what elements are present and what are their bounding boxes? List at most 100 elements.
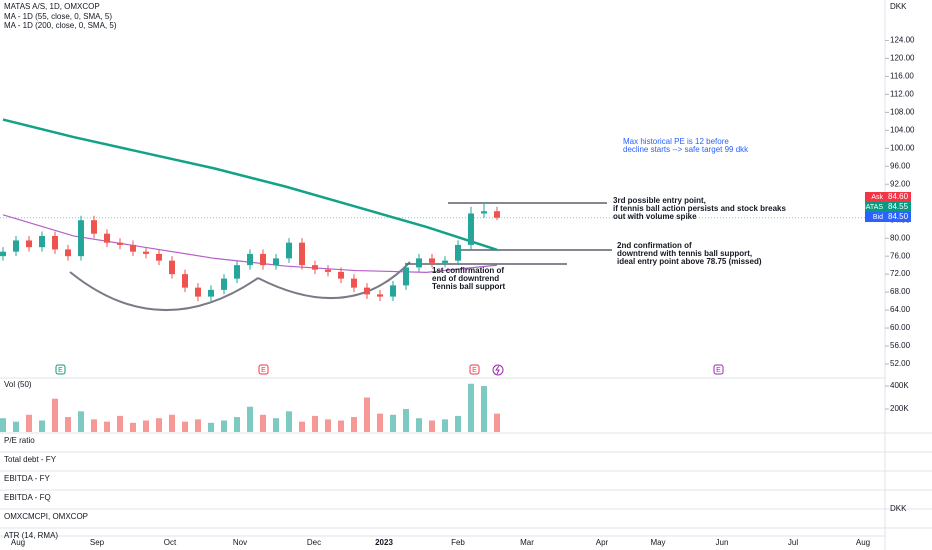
volume-bar xyxy=(273,418,279,432)
x-tick-label: May xyxy=(650,538,665,547)
volume-bar xyxy=(169,414,175,432)
volume-bar xyxy=(195,419,201,432)
quote-tag xyxy=(885,192,911,202)
x-tick-label: Aug xyxy=(11,538,25,547)
x-tick-label: Nov xyxy=(233,538,247,547)
pane-title: P/E ratio xyxy=(4,436,35,445)
y-tick-label: 68.00 xyxy=(890,287,911,296)
volume-bar xyxy=(494,413,500,432)
volume-bar xyxy=(143,420,149,432)
volume-bar xyxy=(0,418,6,432)
quote-value: 84.60 xyxy=(888,192,909,201)
x-tick-label: Oct xyxy=(164,538,177,547)
volume-bar xyxy=(260,414,266,432)
y-tick-label: 76.00 xyxy=(890,251,911,260)
candle-body xyxy=(195,287,201,297)
quote-tag xyxy=(885,212,911,222)
quote-name: MATAS xyxy=(860,204,883,211)
volume-bar xyxy=(364,397,370,432)
chart-title: MATAS A/S, 1D, OMXCOP xyxy=(4,2,100,11)
candle-body xyxy=(182,274,188,288)
annotation: 1st confirmation of xyxy=(432,266,504,275)
legend-entry: MA - 1D (200, close, 0, SMA, 5) xyxy=(4,21,117,30)
pane-title: OMXCMCPI, OMXCOP xyxy=(4,512,88,521)
x-tick-label: Aug xyxy=(856,538,870,547)
volume-bar xyxy=(429,420,435,432)
candle-body xyxy=(234,265,240,279)
candle-body xyxy=(416,258,422,268)
volume-bar xyxy=(455,415,461,432)
volume-bar xyxy=(65,417,71,432)
candle-body xyxy=(247,253,253,266)
volume-bar xyxy=(78,411,84,432)
candle-body xyxy=(13,240,19,252)
candle-body xyxy=(130,244,136,252)
y-tick-label: 72.00 xyxy=(890,269,911,278)
event-label: E xyxy=(58,367,63,374)
volume-title: Vol (50) xyxy=(4,380,32,389)
candle-body xyxy=(377,294,383,297)
candle-body xyxy=(273,258,279,266)
candle-body xyxy=(117,242,123,245)
annotation: decline starts --> safe target 99 dkk xyxy=(623,145,749,154)
y-tick-label: 104.00 xyxy=(890,125,915,134)
quote-tag xyxy=(865,212,885,222)
y-tick-label: 96.00 xyxy=(890,161,911,170)
quote-tag xyxy=(865,192,885,202)
candle-body xyxy=(325,269,331,272)
volume-bar xyxy=(416,418,422,432)
event-marker xyxy=(258,364,269,375)
y-tick-label: 80.00 xyxy=(890,233,911,242)
annotation: out with volume spike xyxy=(613,212,697,221)
volume-bar xyxy=(26,414,32,432)
candle-body xyxy=(156,253,162,261)
candle-body xyxy=(299,242,305,266)
candle-body xyxy=(26,240,32,248)
volume-bar xyxy=(13,421,19,432)
candle-body xyxy=(260,253,266,266)
candle-body xyxy=(338,271,344,279)
y-tick-label: 108.00 xyxy=(890,107,915,116)
volume-bar xyxy=(156,418,162,432)
volume-bar xyxy=(104,421,110,432)
candle-body xyxy=(91,220,97,234)
y-tick-label: 64.00 xyxy=(890,305,911,314)
candle-body xyxy=(52,235,58,250)
y-tick-label: 60.00 xyxy=(890,323,911,332)
volume-bar xyxy=(312,415,318,432)
volume-bar xyxy=(390,414,396,432)
y-tick-label: 124.00 xyxy=(890,36,915,45)
quote-tag xyxy=(885,202,911,212)
annotation: 2nd confirmation of xyxy=(617,241,692,250)
candle-body xyxy=(351,278,357,288)
candle-body xyxy=(364,287,370,295)
annotation: end of downtrend xyxy=(432,274,499,283)
quote-tag xyxy=(865,202,885,212)
candle-body xyxy=(442,260,448,263)
pane-title: EBITDA - FY xyxy=(4,474,50,483)
x-tick-label: Feb xyxy=(451,538,465,547)
annotation: downtrend with tennis ball support, xyxy=(617,249,752,258)
volume-bar xyxy=(468,383,474,432)
x-tick-label: 2023 xyxy=(375,538,393,547)
candle-body xyxy=(78,220,84,257)
candle-body xyxy=(169,260,175,275)
y-tick-label: 120.00 xyxy=(890,54,915,63)
y-tick-label: 100.00 xyxy=(890,143,915,152)
event-label: E xyxy=(716,367,721,374)
candle-body xyxy=(143,251,149,254)
volume-bar xyxy=(52,398,58,432)
y-tick-label: 112.00 xyxy=(890,89,914,98)
event-marker xyxy=(55,364,66,375)
annotation: if tennis ball action persists and stock… xyxy=(613,204,786,213)
volume-bar xyxy=(39,420,45,432)
volume-bar xyxy=(481,386,487,432)
candle-body xyxy=(39,235,45,248)
x-tick-label: Mar xyxy=(520,538,534,547)
pane-unit: DKK xyxy=(890,504,907,513)
volume-bar xyxy=(338,420,344,432)
candle-body xyxy=(312,265,318,270)
candle-body xyxy=(0,251,6,257)
